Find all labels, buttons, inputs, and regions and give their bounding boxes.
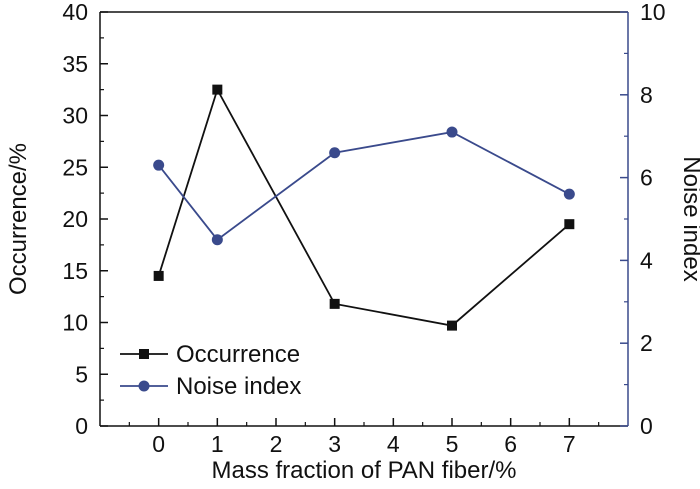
noise-index-line bbox=[157, 131, 570, 241]
y-tick-label: 15 bbox=[62, 258, 88, 284]
occurrence-point bbox=[153, 270, 164, 281]
y-axis-title: Occurrence/% bbox=[5, 143, 32, 295]
x-tick-label: 0 bbox=[152, 431, 165, 457]
occurrence-point bbox=[329, 298, 340, 309]
occurrence-point bbox=[564, 219, 575, 230]
legend-marker-noise-index bbox=[138, 380, 150, 392]
y2-tick-label: 0 bbox=[640, 413, 653, 439]
y-tick-label: 25 bbox=[62, 154, 88, 180]
noise-index-point bbox=[211, 234, 223, 246]
y2-axis-title: Noise index bbox=[678, 156, 700, 281]
occurrence-point bbox=[212, 84, 223, 95]
noise-index-point bbox=[329, 147, 341, 159]
y-tick-label: 35 bbox=[62, 51, 88, 77]
x-tick-label: 2 bbox=[270, 431, 283, 457]
y2-tick-label: 4 bbox=[640, 247, 653, 273]
occurrence-line bbox=[157, 87, 570, 327]
legend-label-noise-index: Noise index bbox=[176, 373, 301, 400]
legend: Occurrence Noise index bbox=[120, 341, 301, 400]
axes: 0 1 2 3 4 5 6 7 0 5 10 15 20 25 30 35 40 0 2 4 6 8 10 bbox=[62, 0, 665, 457]
y-tick-label: 30 bbox=[62, 103, 88, 129]
x-tick-label: 1 bbox=[211, 431, 224, 457]
y-tick-label: 20 bbox=[62, 206, 88, 232]
y-tick-label: 5 bbox=[75, 361, 88, 387]
x-tick-label: 6 bbox=[504, 431, 517, 457]
y2-tick-label: 8 bbox=[640, 82, 653, 108]
x-tick-label: 3 bbox=[328, 431, 341, 457]
x-tick-label: 7 bbox=[563, 431, 576, 457]
series-layer bbox=[153, 84, 575, 331]
y-tick-label: 40 bbox=[62, 0, 88, 25]
x-axis-title: Mass fraction of PAN fiber/% bbox=[212, 457, 517, 484]
occurrence-point bbox=[447, 320, 457, 331]
y-tick-label: 0 bbox=[75, 413, 88, 439]
noise-index-point bbox=[563, 188, 575, 200]
x-tick-label: 5 bbox=[446, 431, 459, 457]
y2-tick-label: 10 bbox=[640, 0, 666, 25]
y-tick-label: 10 bbox=[62, 310, 88, 336]
y2-tick-label: 6 bbox=[640, 165, 653, 191]
legend-marker-occurrence bbox=[139, 349, 149, 359]
noise-index-point bbox=[153, 159, 165, 171]
x-tick-label: 4 bbox=[387, 431, 400, 457]
y2-tick-label: 2 bbox=[640, 330, 653, 356]
legend-label-occurrence: Occurrence bbox=[176, 341, 300, 368]
noise-index-point bbox=[446, 126, 458, 138]
